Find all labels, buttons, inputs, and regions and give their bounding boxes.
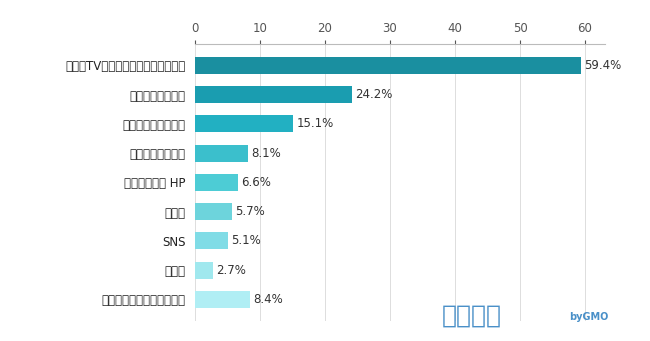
Text: 59.4%: 59.4% — [584, 59, 621, 72]
Text: コエテコ: コエテコ — [442, 303, 502, 327]
Bar — [195, 233, 228, 250]
Text: 8.4%: 8.4% — [253, 293, 283, 306]
Text: byGMO: byGMO — [569, 312, 608, 322]
Bar — [195, 115, 293, 132]
Bar — [195, 291, 250, 308]
Bar — [195, 57, 581, 74]
Text: 24.2%: 24.2% — [356, 88, 393, 101]
Text: 2.7%: 2.7% — [216, 264, 246, 277]
Text: 5.1%: 5.1% — [231, 235, 261, 248]
Text: 5.7%: 5.7% — [235, 205, 265, 218]
Bar — [195, 145, 248, 162]
Bar — [195, 86, 352, 103]
Text: 15.1%: 15.1% — [296, 117, 333, 130]
Text: 6.6%: 6.6% — [241, 176, 271, 189]
Text: 8.1%: 8.1% — [251, 147, 281, 160]
Bar — [195, 262, 213, 279]
Bar — [195, 203, 232, 220]
Bar — [195, 174, 238, 191]
